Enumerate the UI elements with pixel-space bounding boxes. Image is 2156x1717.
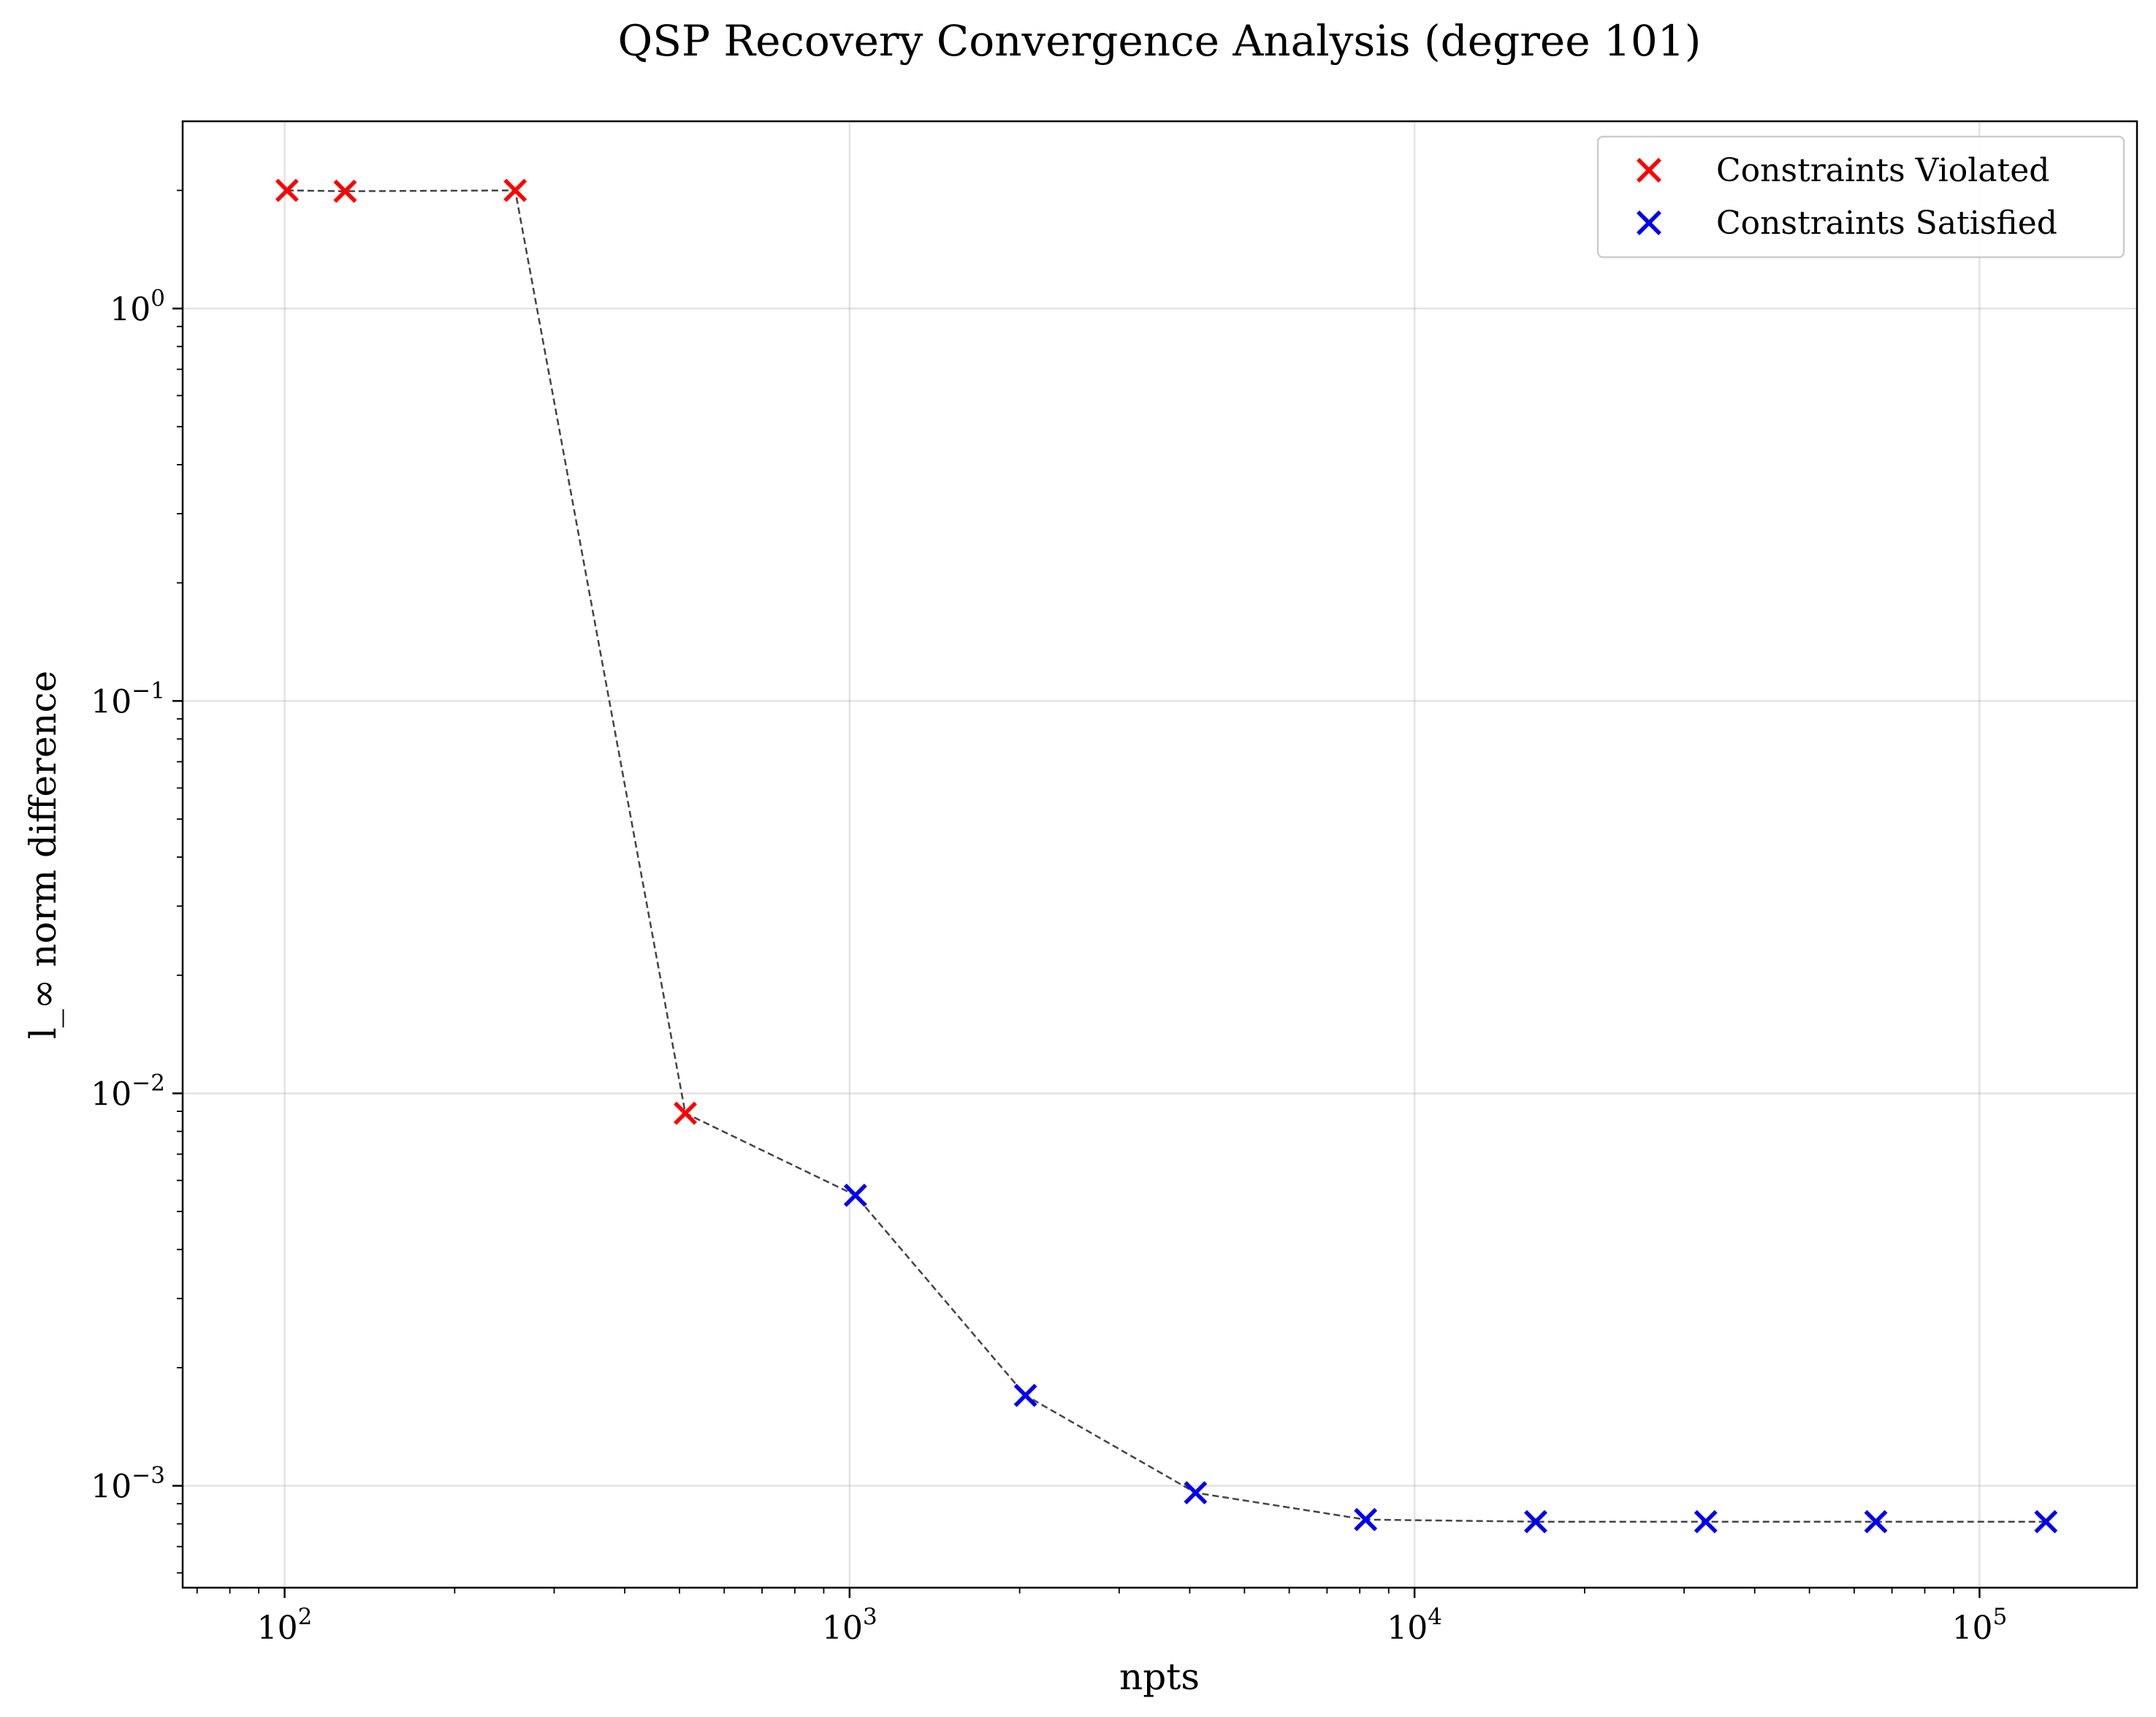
series-violated bbox=[275, 178, 697, 1125]
data-point bbox=[1354, 1507, 1378, 1531]
legend-box bbox=[1596, 135, 2125, 259]
data-point bbox=[1864, 1509, 1888, 1534]
legend-marker bbox=[1637, 158, 1661, 183]
y-tick-label: 10−3 bbox=[91, 1463, 165, 1506]
data-point bbox=[1694, 1509, 1718, 1534]
marker-stroke bbox=[1864, 1509, 1888, 1534]
x-tick-label: 102 bbox=[257, 1604, 313, 1647]
marker-stroke bbox=[674, 1101, 697, 1125]
connector-path bbox=[286, 189, 2046, 1523]
data-markers bbox=[275, 178, 2058, 1534]
x-tick-label: 105 bbox=[1952, 1604, 2008, 1647]
marker-stroke bbox=[503, 178, 527, 202]
x-tick-label: 104 bbox=[1387, 1604, 1442, 1647]
x-tick-label: 103 bbox=[822, 1604, 877, 1647]
chart-title: QSP Recovery Convergence Analysis (degre… bbox=[618, 16, 1702, 66]
plot-area-frame bbox=[181, 120, 2138, 1589]
marker-stroke bbox=[2034, 1509, 2058, 1534]
x-axis-ticks: 102 103 104 105 bbox=[196, 1588, 2008, 1647]
marker-stroke bbox=[1354, 1507, 1378, 1531]
marker-stroke bbox=[1694, 1509, 1718, 1534]
connector-line bbox=[286, 189, 2046, 1523]
legend-label: Constraints Satisfied bbox=[1716, 205, 2057, 242]
marker-stroke bbox=[843, 1183, 867, 1207]
marker-stroke bbox=[1184, 1481, 1208, 1505]
data-point bbox=[275, 178, 299, 202]
legend-label: Constraints Violated bbox=[1716, 152, 2049, 189]
data-point bbox=[333, 179, 357, 203]
marker-stroke bbox=[1637, 210, 1661, 235]
series-satisfied bbox=[843, 1183, 2058, 1534]
marker-stroke bbox=[1013, 1383, 1037, 1407]
data-point bbox=[2034, 1509, 2058, 1534]
grid bbox=[183, 121, 2137, 1588]
marker-stroke bbox=[1524, 1509, 1547, 1534]
x-axis-label: npts bbox=[1119, 1656, 1200, 1698]
legend-marker bbox=[1637, 210, 1661, 235]
data-point bbox=[1013, 1383, 1037, 1407]
data-point bbox=[1184, 1481, 1208, 1505]
y-tick-label: 10−2 bbox=[91, 1070, 165, 1113]
legend: Constraints Violated Constraints Satisfie… bbox=[1596, 135, 2125, 259]
marker-stroke bbox=[1637, 158, 1661, 183]
data-point bbox=[503, 178, 527, 202]
data-point bbox=[1524, 1509, 1547, 1534]
marker-stroke bbox=[333, 179, 357, 203]
data-point bbox=[843, 1183, 867, 1207]
marker-stroke bbox=[275, 178, 299, 202]
data-point bbox=[674, 1101, 697, 1125]
y-tick-label: 10−1 bbox=[91, 677, 165, 720]
y-axis-label: l_∞ norm difference bbox=[22, 671, 64, 1039]
y-axis-ticks: 100 10−1 10−2 10−3 bbox=[91, 189, 183, 1574]
y-tick-label: 100 bbox=[110, 285, 165, 328]
